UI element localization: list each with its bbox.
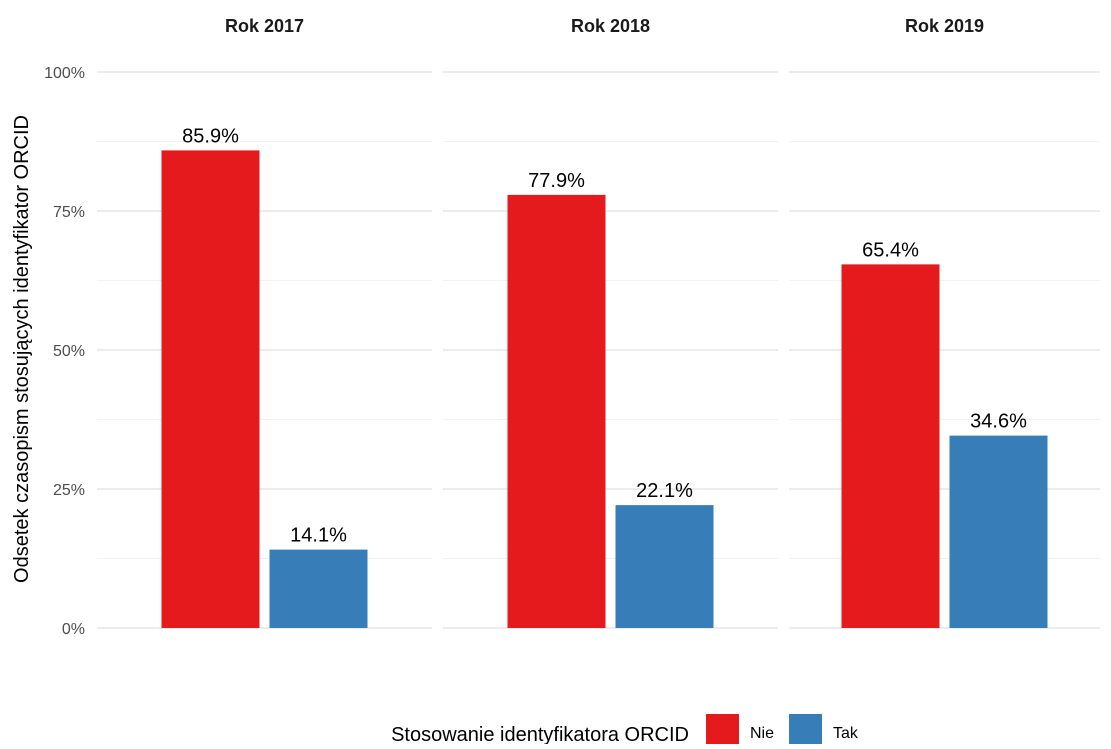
- facet-title: Rok 2018: [571, 16, 650, 36]
- legend-items: Nie Tak: [706, 714, 859, 744]
- y-tick-label: 50%: [53, 343, 85, 360]
- y-axis-title: Odsetek czasopism stosujących identyfika…: [11, 115, 33, 583]
- data-label: 65.4%: [862, 239, 919, 261]
- facet-titles: Rok 2017 Rok 2018 Rok 2019: [225, 16, 984, 36]
- legend-label-tak: Tak: [833, 725, 859, 742]
- facet-title: Rok 2017: [225, 16, 304, 36]
- bar-tak-1: [269, 549, 368, 628]
- bar-nie-1: [161, 150, 260, 628]
- legend-label-nie: Nie: [750, 725, 774, 742]
- data-label: 77.9%: [528, 170, 585, 192]
- bars-layer: [161, 150, 1048, 628]
- bar-nie-2: [507, 194, 606, 628]
- grid-layer: [97, 71, 1100, 629]
- y-axis-ticks: 0% 25% 50% 75% 100%: [44, 65, 85, 638]
- y-tick-label: 100%: [44, 65, 85, 82]
- legend: Stosowanie identyfikatora ORCID Nie Tak: [391, 714, 859, 746]
- bar-tak-3: [949, 435, 1048, 628]
- data-label: 22.1%: [636, 480, 693, 502]
- y-tick-label: 75%: [53, 204, 85, 221]
- y-tick-label: 0%: [62, 621, 85, 638]
- data-label: 34.6%: [970, 411, 1027, 433]
- legend-swatch-tak: [789, 714, 822, 744]
- labels-layer: 85.9% 14.1% 77.9% 22.1% 65.4% 34.6%: [182, 125, 1027, 546]
- bar-tak-2: [615, 505, 714, 628]
- bar-nie-3: [841, 264, 940, 628]
- facet-title: Rok 2019: [905, 16, 984, 36]
- data-label: 85.9%: [182, 125, 239, 147]
- legend-swatch-nie: [706, 714, 739, 744]
- legend-title: Stosowanie identyfikatora ORCID: [391, 724, 689, 744]
- y-tick-label: 25%: [53, 482, 85, 499]
- data-label: 14.1%: [290, 525, 347, 547]
